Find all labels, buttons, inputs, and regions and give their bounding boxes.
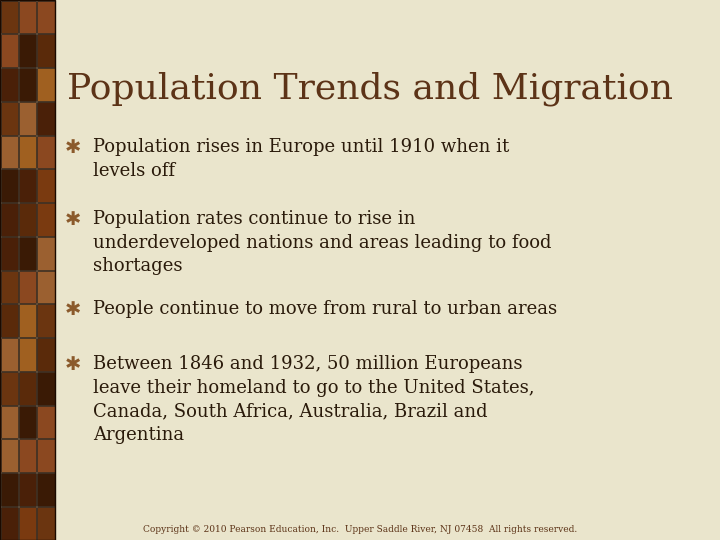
FancyBboxPatch shape	[19, 338, 36, 371]
FancyBboxPatch shape	[1, 473, 18, 506]
FancyBboxPatch shape	[19, 507, 36, 539]
FancyBboxPatch shape	[37, 1, 55, 33]
FancyBboxPatch shape	[19, 271, 36, 303]
FancyBboxPatch shape	[1, 507, 18, 539]
FancyBboxPatch shape	[19, 34, 36, 67]
FancyBboxPatch shape	[37, 372, 55, 404]
FancyBboxPatch shape	[19, 136, 36, 168]
FancyBboxPatch shape	[19, 372, 36, 404]
Text: Copyright © 2010 Pearson Education, Inc.  Upper Saddle River, NJ 07458  All righ: Copyright © 2010 Pearson Education, Inc.…	[143, 525, 577, 534]
Text: Population Trends and Migration: Population Trends and Migration	[67, 72, 673, 106]
FancyBboxPatch shape	[1, 169, 18, 202]
FancyBboxPatch shape	[1, 102, 18, 134]
FancyBboxPatch shape	[1, 439, 18, 472]
FancyBboxPatch shape	[1, 136, 18, 168]
FancyBboxPatch shape	[1, 1, 18, 33]
FancyBboxPatch shape	[37, 68, 55, 101]
FancyBboxPatch shape	[1, 203, 18, 236]
Text: Population rates continue to rise in
underdeveloped nations and areas leading to: Population rates continue to rise in und…	[93, 210, 552, 275]
FancyBboxPatch shape	[37, 338, 55, 371]
FancyBboxPatch shape	[37, 473, 55, 506]
FancyBboxPatch shape	[37, 304, 55, 337]
Text: ✱: ✱	[65, 355, 81, 374]
FancyBboxPatch shape	[1, 372, 18, 404]
FancyBboxPatch shape	[1, 237, 18, 269]
FancyBboxPatch shape	[37, 136, 55, 168]
FancyBboxPatch shape	[37, 507, 55, 539]
Text: ✱: ✱	[65, 138, 81, 157]
FancyBboxPatch shape	[37, 237, 55, 269]
FancyBboxPatch shape	[1, 34, 18, 67]
FancyBboxPatch shape	[1, 304, 18, 337]
FancyBboxPatch shape	[19, 304, 36, 337]
FancyBboxPatch shape	[19, 102, 36, 134]
FancyBboxPatch shape	[37, 406, 55, 438]
FancyBboxPatch shape	[37, 34, 55, 67]
FancyBboxPatch shape	[19, 68, 36, 101]
Text: ✱: ✱	[65, 210, 81, 229]
Text: ✱: ✱	[65, 300, 81, 319]
FancyBboxPatch shape	[37, 203, 55, 236]
FancyBboxPatch shape	[19, 169, 36, 202]
Text: Population rises in Europe until 1910 when it
levels off: Population rises in Europe until 1910 wh…	[93, 138, 509, 180]
FancyBboxPatch shape	[19, 439, 36, 472]
FancyBboxPatch shape	[37, 169, 55, 202]
FancyBboxPatch shape	[1, 68, 18, 101]
FancyBboxPatch shape	[19, 1, 36, 33]
FancyBboxPatch shape	[37, 271, 55, 303]
FancyBboxPatch shape	[19, 473, 36, 506]
FancyBboxPatch shape	[1, 271, 18, 303]
FancyBboxPatch shape	[1, 338, 18, 371]
FancyBboxPatch shape	[1, 406, 18, 438]
FancyBboxPatch shape	[37, 439, 55, 472]
FancyBboxPatch shape	[19, 237, 36, 269]
Text: Between 1846 and 1932, 50 million Europeans
leave their homeland to go to the Un: Between 1846 and 1932, 50 million Europe…	[93, 355, 534, 444]
Text: People continue to move from rural to urban areas: People continue to move from rural to ur…	[93, 300, 557, 318]
FancyBboxPatch shape	[19, 203, 36, 236]
FancyBboxPatch shape	[19, 406, 36, 438]
FancyBboxPatch shape	[37, 102, 55, 134]
